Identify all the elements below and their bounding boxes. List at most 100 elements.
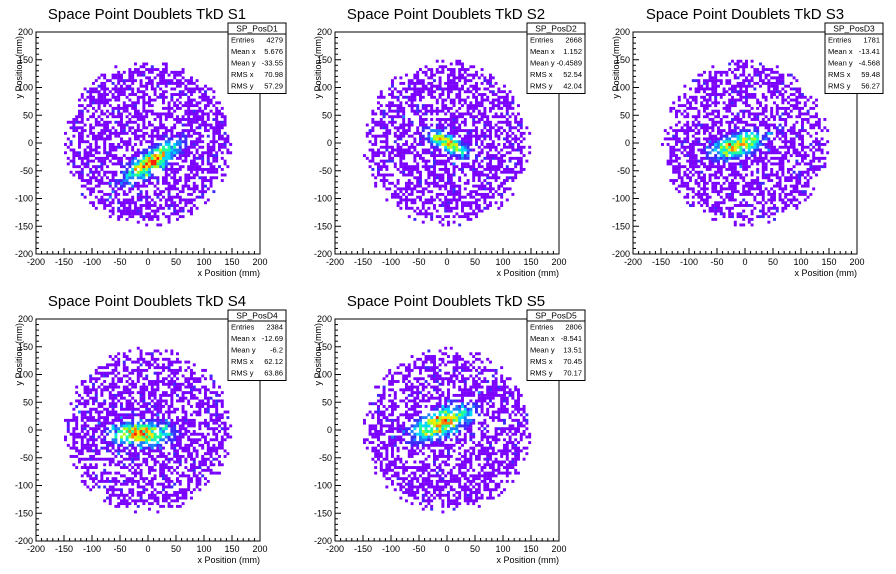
density-cell xyxy=(421,206,425,210)
density-cell xyxy=(447,95,450,99)
density-cell xyxy=(131,93,135,96)
density-cell xyxy=(694,170,698,174)
density-cell xyxy=(108,184,112,188)
density-cell xyxy=(435,101,439,105)
density-cell xyxy=(503,137,506,141)
density-cell xyxy=(187,109,191,113)
density-cell xyxy=(812,187,816,191)
density-cell xyxy=(767,140,771,144)
density-cell xyxy=(393,184,397,188)
density-cell xyxy=(714,173,718,177)
density-cell xyxy=(167,181,171,185)
density-cell xyxy=(714,76,718,80)
density-cell xyxy=(103,137,107,141)
density-cell xyxy=(691,173,695,177)
density-cell xyxy=(705,104,709,108)
density-cell xyxy=(767,176,771,180)
density-cell xyxy=(111,156,115,160)
density-cell xyxy=(773,156,776,160)
density-cell xyxy=(405,140,408,144)
density-cell xyxy=(483,93,487,96)
density-cell xyxy=(209,98,213,102)
density-cell xyxy=(781,106,785,110)
density-cell xyxy=(405,131,408,135)
density-cell xyxy=(120,137,123,141)
density-cell xyxy=(759,190,762,194)
density-cell xyxy=(187,120,191,124)
density-cell xyxy=(708,179,712,182)
density-cell xyxy=(128,129,132,133)
density-cell xyxy=(89,477,93,481)
density-cell xyxy=(176,217,179,221)
density-cell xyxy=(75,391,79,395)
density-cell xyxy=(393,162,397,166)
density-cell xyxy=(195,184,199,188)
density-cell xyxy=(731,187,734,191)
density-cell xyxy=(173,162,177,166)
density-cell xyxy=(669,148,673,152)
density-cell xyxy=(170,184,174,188)
density-cell xyxy=(111,145,115,149)
density-cell xyxy=(410,198,414,202)
density-cell xyxy=(438,84,442,88)
density-cell xyxy=(475,90,478,94)
density-cell xyxy=(519,148,523,152)
density-cell xyxy=(176,93,179,96)
density-cell xyxy=(455,156,459,160)
density-cell xyxy=(167,140,171,144)
density-cell xyxy=(80,192,84,196)
density-cell xyxy=(483,179,487,182)
density-cell xyxy=(212,134,216,138)
density-cell xyxy=(430,217,434,221)
density-cell xyxy=(711,181,715,185)
density-cell xyxy=(449,90,453,94)
density-cell xyxy=(714,87,718,91)
density-cell xyxy=(162,79,165,83)
stats-value: 57.29 xyxy=(264,82,283,91)
density-cell xyxy=(714,84,718,88)
density-cell xyxy=(519,123,523,127)
density-cell xyxy=(86,410,90,414)
density-cell xyxy=(491,156,495,160)
density-cell xyxy=(371,156,375,160)
density-cell xyxy=(94,380,98,383)
density-cell xyxy=(145,76,149,80)
density-cell xyxy=(761,120,765,124)
density-cell xyxy=(153,159,157,163)
density-cell xyxy=(447,148,450,152)
density-cell xyxy=(69,170,73,174)
density-cell xyxy=(89,192,93,196)
density-cell xyxy=(69,140,73,144)
density-cell xyxy=(97,123,101,127)
density-cell xyxy=(184,123,188,127)
density-cell xyxy=(75,154,79,158)
density-cell xyxy=(430,173,434,177)
density-cell xyxy=(419,93,422,96)
density-cell xyxy=(80,156,84,160)
density-cell xyxy=(689,145,692,149)
density-cell xyxy=(747,217,751,221)
density-cell xyxy=(407,167,411,171)
density-cell xyxy=(505,109,509,113)
density-cell xyxy=(72,120,76,124)
density-cell xyxy=(480,98,484,102)
density-cell xyxy=(148,81,151,85)
density-cell xyxy=(438,215,442,219)
density-cell xyxy=(745,201,748,205)
density-cell xyxy=(201,184,205,188)
density-cell xyxy=(72,454,76,458)
density-cell xyxy=(489,148,492,152)
density-cell xyxy=(753,145,757,149)
density-cell xyxy=(705,126,709,130)
density-cell xyxy=(374,181,378,185)
density-cell xyxy=(717,209,720,213)
density-cell xyxy=(486,181,490,185)
density-cell xyxy=(136,198,140,202)
density-cell xyxy=(795,87,799,91)
density-cell xyxy=(449,181,453,185)
density-cell xyxy=(410,145,414,149)
density-cell xyxy=(416,106,420,110)
density-cell xyxy=(402,170,406,174)
density-cell xyxy=(761,176,765,180)
density-cell xyxy=(159,165,163,169)
